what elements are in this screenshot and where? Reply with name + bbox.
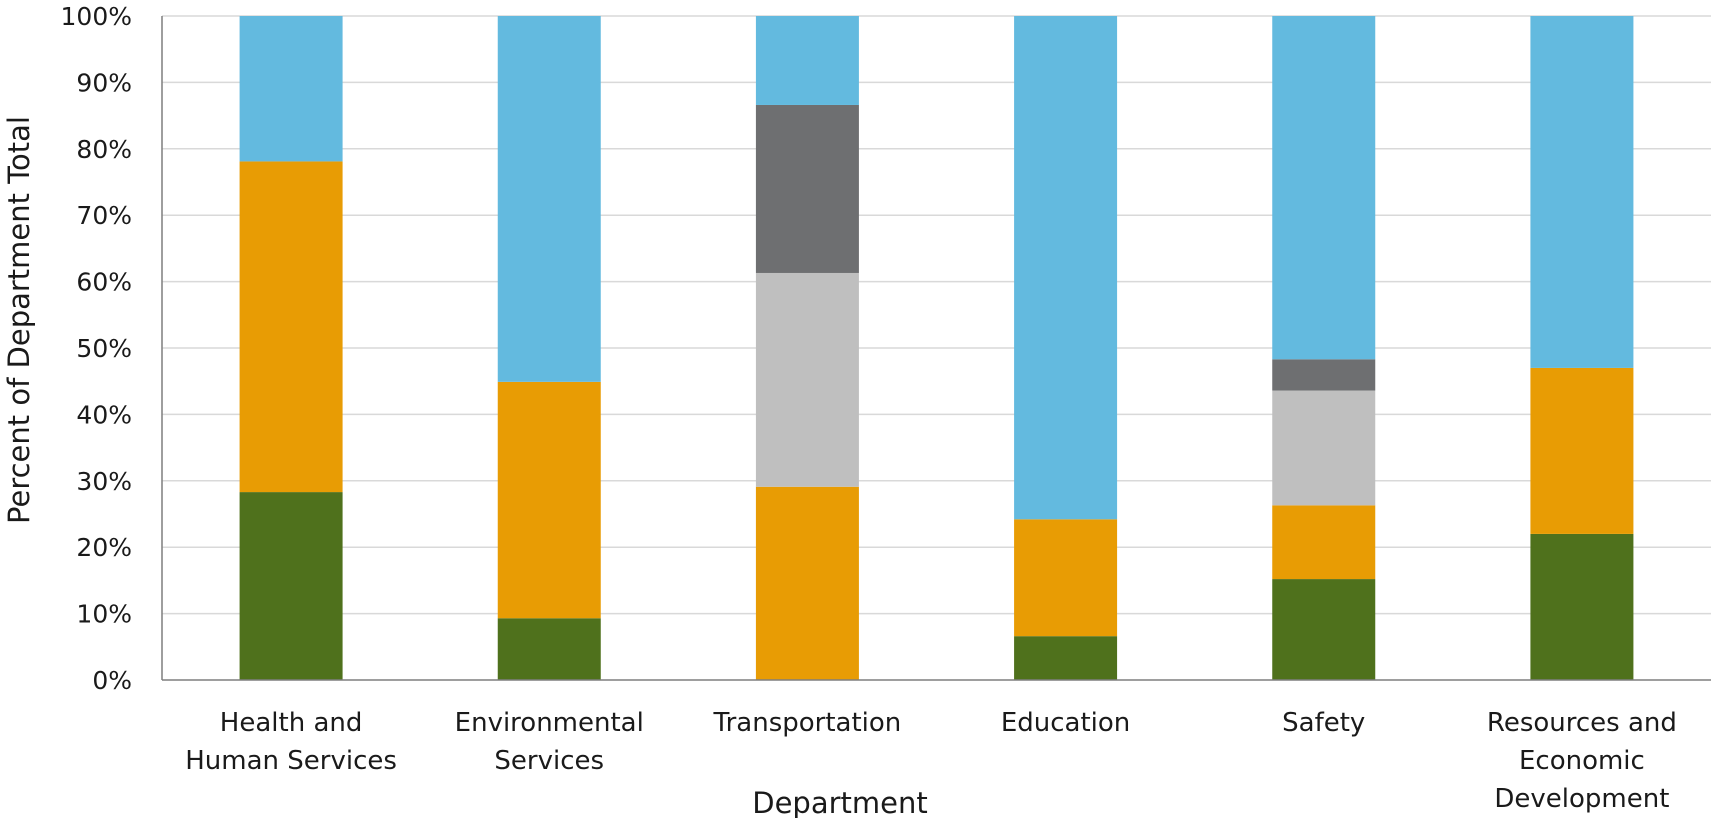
- bar-segment: [1014, 519, 1118, 637]
- bar-segment: [1530, 16, 1634, 368]
- y-tick-label: 50%: [76, 334, 132, 363]
- bars: [239, 16, 1634, 680]
- y-tick-label: 100%: [61, 2, 132, 31]
- x-axis-title: Department: [752, 786, 928, 818]
- x-tick-label: Safety: [1282, 708, 1365, 738]
- bar-segment: [239, 16, 343, 162]
- x-tick-labels: Health and Human Services Environmental Ser…: [185, 708, 1677, 814]
- axes: [161, 16, 1711, 681]
- bar-segment: [497, 618, 601, 680]
- bar-segment: [1530, 367, 1634, 534]
- bar-segment: [239, 161, 343, 493]
- x-tick-label: Resources and Economic Development: [1487, 708, 1677, 814]
- x-tick-label: Environmental Services: [455, 708, 644, 776]
- bar-segment: [1272, 390, 1376, 506]
- y-tick-label: 10%: [76, 600, 132, 629]
- bar-segment: [755, 486, 859, 680]
- y-tick-label: 30%: [76, 467, 132, 496]
- y-axis-title: Percent of Department Total: [2, 116, 36, 524]
- y-tick-label: 90%: [76, 68, 132, 97]
- x-tick-label: Transportation: [713, 708, 902, 738]
- y-tick-labels: 0% 10% 20% 30% 40% 50% 60% 70% 80% 90% 100%: [61, 2, 132, 695]
- y-tick-label: 40%: [76, 400, 132, 429]
- bar-segment: [497, 16, 601, 382]
- bar-segment: [1530, 533, 1634, 680]
- bar-segment: [755, 16, 859, 105]
- bar-segment: [1014, 636, 1118, 680]
- bar-segment: [497, 381, 601, 619]
- y-tick-label: 70%: [76, 201, 132, 230]
- y-tick-label: 60%: [76, 268, 132, 297]
- bar-segment: [1272, 16, 1376, 360]
- y-tick-label: 0%: [92, 666, 132, 695]
- bar-segment: [1272, 505, 1376, 580]
- bar-segment: [1014, 16, 1118, 520]
- x-tick-label: Education: [1001, 708, 1130, 738]
- bar-segment: [755, 272, 859, 487]
- x-tick-label: Health and Human Services: [185, 708, 397, 776]
- y-tick-label: 20%: [76, 533, 132, 562]
- y-tick-label: 80%: [76, 135, 132, 164]
- bar-segment: [1272, 579, 1376, 680]
- gridlines: [162, 15, 1711, 615]
- bar-segment: [755, 104, 859, 273]
- bar-segment: [239, 492, 343, 680]
- bar-segment: [1272, 359, 1376, 391]
